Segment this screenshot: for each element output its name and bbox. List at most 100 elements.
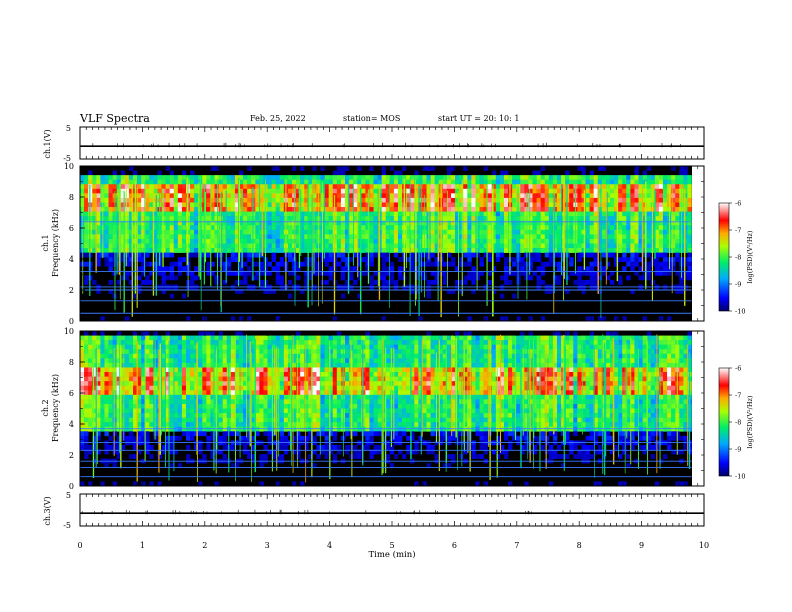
spectrogram-cell — [381, 193, 387, 199]
spectrogram-cell — [589, 238, 594, 244]
spectrogram-cell — [92, 426, 97, 432]
spectrogram-cell — [463, 216, 468, 222]
spectrogram-cell — [149, 216, 154, 222]
spectrogram-cell — [80, 335, 85, 341]
spectrogram-cell — [671, 188, 676, 194]
spectrogram-cell — [422, 184, 427, 190]
spectrogram-cell — [230, 376, 236, 382]
spectrogram-cell — [96, 216, 101, 222]
spectrogram-cell — [687, 257, 692, 263]
spectrogram-cell — [434, 207, 440, 212]
spectrogram-cell — [328, 229, 334, 235]
spectrogram-cell — [320, 279, 325, 285]
spectrogram-cell — [214, 225, 219, 231]
spectrogram-cell — [239, 207, 244, 212]
spectrogram-cell — [206, 408, 211, 414]
spectrogram-cell — [194, 202, 199, 208]
spectrogram-cell — [128, 257, 134, 263]
spectrogram-cell — [210, 238, 215, 244]
spectrogram-cell — [532, 257, 537, 263]
spectrogram-cell — [230, 257, 236, 263]
spectrogram-cell — [597, 179, 603, 185]
spectrogram-cell — [467, 243, 472, 249]
spectrogram-cell — [426, 257, 431, 263]
spectrogram-cell — [128, 344, 134, 350]
spectrogram-cell — [161, 225, 166, 231]
spectrogram-cell — [234, 270, 240, 276]
spectrogram-cell — [328, 188, 334, 194]
spectrogram-cell — [544, 252, 550, 258]
spectrogram-cell — [210, 376, 215, 382]
spectrogram-cell — [410, 207, 415, 212]
spectrogram-cell — [609, 234, 615, 240]
spectrogram-cell — [601, 229, 607, 235]
spectrogram-cell — [214, 229, 219, 235]
spectrogram-cell — [336, 193, 342, 199]
spectrogram-cell — [556, 197, 562, 203]
spectrogram-cell — [210, 261, 215, 267]
spectrogram-cell — [116, 449, 122, 455]
spectrogram-cell — [279, 184, 285, 190]
spectrogram-cell — [369, 166, 374, 171]
spectrogram-cell — [230, 225, 236, 231]
spectrogram-cell — [548, 202, 554, 208]
spectrogram-cell — [593, 248, 599, 253]
spectrogram-cell — [141, 390, 146, 396]
spectrogram-cell — [234, 289, 240, 294]
spectrogram-cell — [161, 184, 166, 190]
spectrogram-cell — [361, 270, 366, 276]
spectrogram-cell — [169, 335, 175, 341]
spectrogram-cell — [169, 340, 175, 345]
spectrogram-cell — [124, 362, 130, 368]
spectrogram-cell — [133, 413, 138, 418]
spectrogram-cell — [104, 193, 109, 199]
spectrogram-cell — [287, 257, 293, 263]
spectrogram-cell — [279, 220, 285, 226]
spectrogram-cell — [222, 372, 228, 377]
spectrogram-cell — [324, 229, 329, 235]
spectrogram-cell — [243, 207, 248, 212]
spectrogram-cell — [210, 362, 215, 368]
spectrogram-cell — [198, 385, 203, 391]
spectrogram-cell — [84, 403, 89, 409]
spectrogram-cell — [96, 449, 101, 455]
spectrogram-cell — [687, 270, 692, 276]
spectrogram-cell — [112, 358, 117, 364]
spectrogram-cell — [112, 335, 117, 341]
spectrogram-cell — [173, 193, 179, 199]
spectrogram-cell — [516, 175, 521, 180]
spectrogram-cell — [100, 481, 105, 487]
station-label: station= MOS — [343, 114, 401, 123]
spectrogram-cell — [133, 170, 138, 176]
spectrogram-cell — [222, 220, 228, 226]
spectrogram-cell — [365, 202, 370, 208]
spectrogram-cell — [508, 179, 513, 185]
spectrogram-cell — [418, 184, 423, 190]
spectrogram-cell — [683, 261, 688, 267]
spectrogram-cell — [552, 248, 558, 253]
spectrogram-cell — [618, 279, 623, 285]
spectrogram-cell — [365, 234, 370, 240]
spectrogram-cell — [108, 335, 113, 341]
spectrogram-cell — [141, 426, 146, 432]
spectrogram-cell — [491, 238, 497, 244]
spectrogram-cell — [181, 193, 187, 199]
spectrogram-cell — [634, 170, 639, 176]
spectrogram-cell — [471, 179, 476, 185]
spectrogram-cell — [239, 344, 244, 350]
spectrogram-cell — [646, 266, 652, 272]
spectrogram-cell — [133, 426, 138, 432]
spectrogram-cell — [92, 202, 97, 208]
spectrogram-cell — [671, 193, 676, 199]
spectrogram-cell — [622, 229, 627, 235]
spectrogram-cell — [104, 362, 109, 368]
spectrogram-cell — [84, 216, 89, 222]
spectrogram-cell — [548, 234, 554, 240]
spectrogram-cell — [397, 216, 403, 222]
spectrogram-cell — [548, 261, 554, 267]
spectrogram-cell — [247, 238, 252, 244]
spectrogram-cell — [202, 454, 207, 459]
spectrogram-cell — [499, 238, 505, 244]
spectrogram-cell — [169, 234, 175, 240]
spectrogram-cell — [124, 340, 130, 345]
